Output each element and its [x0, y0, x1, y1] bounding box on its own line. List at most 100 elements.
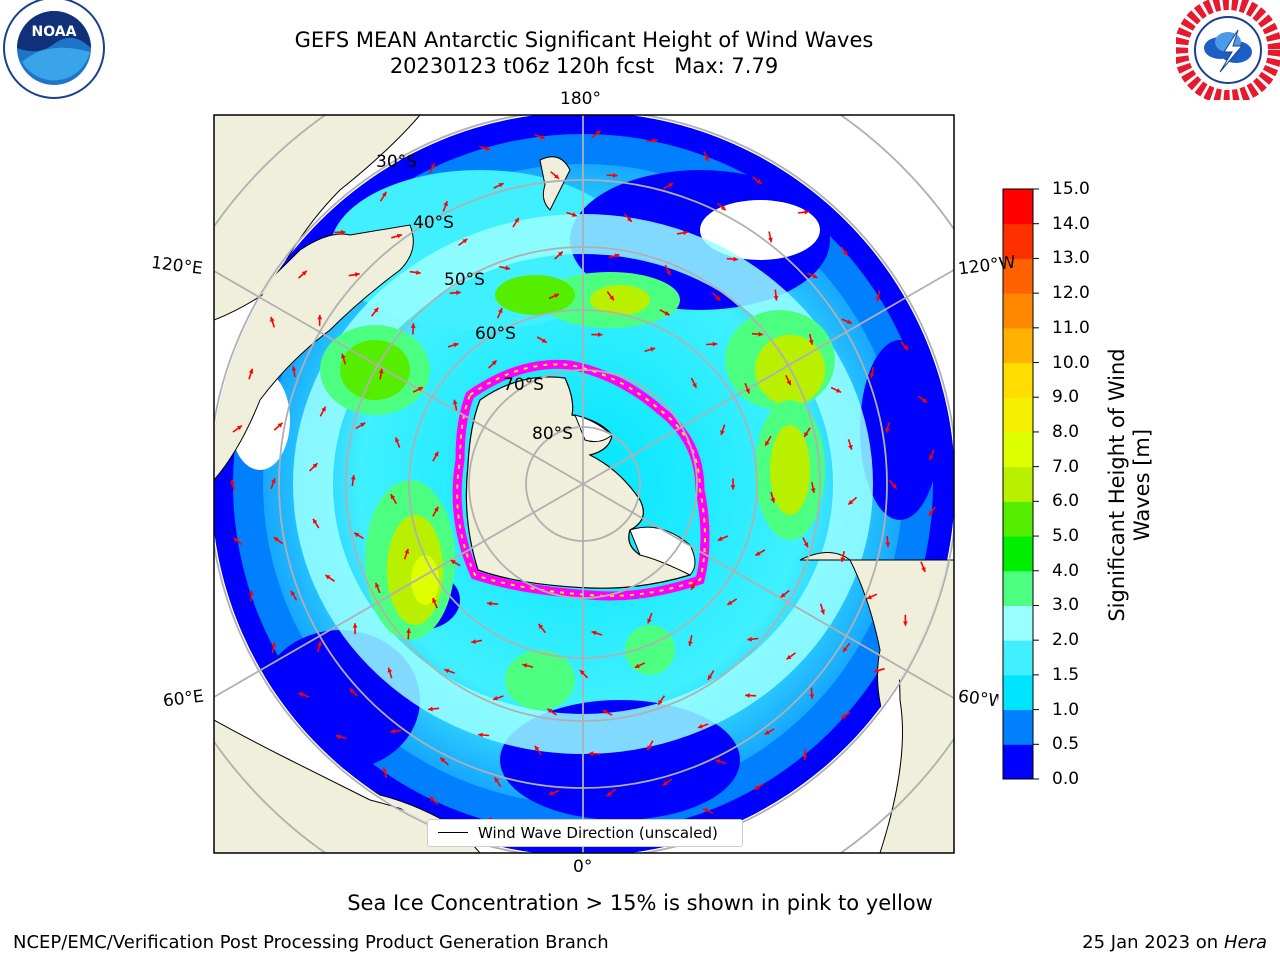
wave-direction-arrowhead	[325, 575, 331, 580]
wave-direction-arrowhead	[505, 265, 511, 271]
wave-direction-arrowhead	[406, 628, 411, 633]
wave-direction-arrowhead	[843, 647, 848, 652]
wave-direction-arrowhead	[434, 451, 439, 457]
wave-direction-arrowhead	[692, 382, 697, 388]
wave-direction-arrowhead	[453, 342, 459, 348]
colorbar-tick-label: 7.0	[1052, 456, 1080, 477]
wave-direction-arrowhead	[494, 777, 500, 783]
wave-direction-arrowhead	[891, 483, 897, 489]
wave-direction-arrowhead	[666, 270, 671, 276]
footer-date: 25 Jan 2023 on Hera	[1082, 932, 1267, 953]
nws-logo	[1174, 0, 1280, 104]
wave-direction-arrowhead	[579, 670, 585, 675]
wave-direction-arrowhead	[745, 693, 750, 698]
lat-label-30s: 30°S	[376, 152, 417, 172]
wave-direction-arrowhead	[456, 290, 461, 296]
wave-direction-arrowhead	[903, 345, 909, 351]
colorbar-segment	[1003, 709, 1033, 745]
wave-direction-arrowhead	[647, 745, 652, 751]
wave-direction-arrowhead	[443, 201, 448, 207]
wave-direction-arrowhead	[836, 388, 841, 393]
wave-direction-arrowhead	[444, 668, 450, 674]
map-frame	[213, 114, 955, 854]
wave-direction-arrowhead	[885, 427, 890, 433]
wave-direction-arrowhead	[397, 233, 402, 239]
noaa-logo-text: NOAA	[32, 24, 77, 40]
colorbar-tick-label: 1.0	[1052, 699, 1080, 720]
wave-direction-arrowhead	[803, 542, 809, 548]
wave-direction-arrowhead	[317, 641, 322, 647]
colorbar-segment	[1003, 397, 1033, 433]
wave-direction-arrowhead	[733, 256, 738, 262]
wave-direction-arrowhead	[301, 270, 307, 276]
lat-label-80s: 80°S	[532, 424, 573, 444]
colorbar-segment	[1003, 189, 1033, 225]
wave-direction-arrowhead	[874, 668, 879, 673]
colorbar-segment	[1003, 640, 1033, 676]
wave-direction-arrowhead	[462, 238, 468, 244]
colorbar-tick-label: 14.0	[1052, 213, 1090, 234]
wave-direction-arrowhead	[614, 253, 620, 259]
wave-direction-arrowhead	[271, 642, 277, 647]
wave-direction-arrowhead	[410, 323, 416, 328]
colorbar-segment	[1003, 431, 1033, 468]
wave-direction-arrowhead	[843, 250, 848, 256]
wave-direction-arrowhead	[373, 307, 379, 313]
wave-direction-arrowhead	[755, 551, 761, 556]
wave-direction-arrowhead	[233, 537, 239, 543]
colorbar-segment	[1003, 327, 1033, 364]
wave-direction-arrowhead	[597, 332, 603, 337]
wave-direction-arrowhead	[668, 183, 674, 188]
wave-direction-arrowhead	[627, 217, 632, 222]
wave-direction-arrowhead	[354, 532, 360, 538]
graticule	[214, 115, 954, 853]
wave-direction-arrowhead	[609, 295, 614, 301]
wave-direction-arrowhead	[387, 667, 393, 673]
colorbar-segment	[1003, 362, 1033, 398]
wave-direction-arrowhead	[707, 674, 713, 680]
colorbar-tick-label: 1.5	[1052, 664, 1080, 685]
wave-direction-arrowhead	[786, 654, 792, 660]
wave-direction-arrowhead	[756, 179, 762, 184]
wave-direction-arrowhead	[658, 699, 663, 705]
wave-direction-arrowhead	[840, 557, 846, 562]
colorbar-tick-label: 8.0	[1052, 421, 1080, 442]
wave-direction-arrowhead	[703, 808, 708, 813]
wave-direction-arrowhead	[780, 592, 786, 598]
wave-direction-arrowhead	[478, 732, 483, 738]
wave-direction-arrowhead	[378, 368, 384, 374]
wave-direction-arrowhead	[602, 710, 608, 715]
wave-direction-arrowhead	[730, 485, 736, 490]
wave-direction-arrowhead	[382, 191, 387, 197]
wave-direction-arrowhead	[534, 745, 540, 751]
wave-direction-arrowhead	[650, 347, 656, 352]
wave-direction-arrowhead	[395, 437, 400, 443]
wave-direction-arrowhead	[404, 548, 409, 554]
wave-direction-arrowhead	[554, 174, 560, 179]
wave-direction-arrowhead	[354, 272, 360, 277]
colorbar-tick-label: 0.5	[1052, 734, 1080, 755]
colorbar-label: Significant Height of Wind Waves [m]	[1105, 348, 1154, 622]
wave-direction-arrowhead	[683, 230, 688, 236]
colorbar-tick-label: 2.0	[1052, 630, 1080, 651]
wave-direction-arrowhead	[588, 751, 594, 757]
wave-direction-arrowhead	[747, 636, 752, 642]
colorbar-tick-label: 6.0	[1052, 491, 1080, 512]
legend-line-swatch	[438, 832, 468, 833]
wave-direction-arrowhead	[712, 341, 718, 347]
colorbar-tick-label: 11.0	[1052, 317, 1090, 338]
wave-direction-arrowhead	[538, 623, 544, 629]
wave-direction-arrowhead	[928, 510, 934, 516]
colorbar-segment	[1003, 293, 1033, 329]
wave-direction-arrowhead	[248, 368, 254, 374]
wave-direction-arrowhead	[277, 422, 283, 428]
wave-direction-arrowhead	[312, 463, 318, 468]
wave-direction-arrowhead	[848, 444, 853, 450]
legend-label: Wind Wave Direction (unscaled)	[478, 824, 718, 842]
wave-direction-arrowhead	[352, 623, 358, 628]
wave-direction-arrowhead	[764, 730, 770, 735]
wave-direction-arrowhead	[429, 796, 435, 802]
wave-direction-arrowhead	[664, 310, 670, 316]
wave-direction-arrowhead	[758, 331, 763, 337]
